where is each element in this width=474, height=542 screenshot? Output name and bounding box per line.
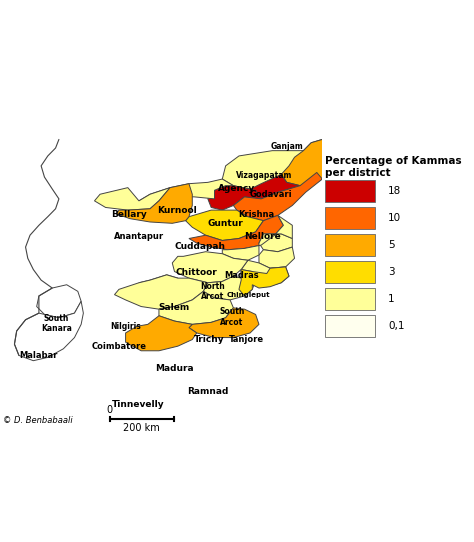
Text: Krishna: Krishna [238, 210, 274, 218]
Bar [326, 207, 375, 229]
Text: 5: 5 [388, 240, 394, 250]
Text: Malabar: Malabar [19, 351, 58, 360]
Text: Tanjore: Tanjore [229, 335, 264, 344]
Text: Godavari: Godavari [249, 190, 292, 199]
Text: Tinnevelly: Tinnevelly [112, 399, 165, 409]
Text: Ganjam: Ganjam [271, 142, 303, 151]
Text: Coimbatore: Coimbatore [92, 341, 147, 351]
Text: Salem: Salem [158, 303, 190, 312]
Polygon shape [222, 151, 317, 192]
Text: 0: 0 [107, 405, 113, 416]
Polygon shape [259, 247, 294, 268]
Polygon shape [115, 275, 208, 309]
Bar [326, 261, 375, 283]
Text: Madras: Madras [224, 271, 259, 280]
Polygon shape [139, 179, 233, 201]
Text: Trichy: Trichy [194, 335, 225, 344]
Polygon shape [36, 285, 81, 318]
Polygon shape [222, 215, 292, 260]
Polygon shape [117, 184, 192, 223]
Polygon shape [189, 308, 259, 338]
Polygon shape [233, 172, 322, 221]
Text: North
Arcot: North Arcot [201, 282, 225, 301]
Text: © D. Benbabaali: © D. Benbabaali [3, 416, 73, 425]
Text: Chittoor: Chittoor [176, 268, 218, 276]
Polygon shape [172, 251, 248, 283]
Polygon shape [303, 135, 389, 175]
Polygon shape [245, 175, 300, 199]
Text: Agency: Agency [219, 184, 255, 193]
Polygon shape [159, 292, 233, 324]
Polygon shape [126, 316, 197, 351]
Text: Guntur: Guntur [208, 219, 244, 228]
Polygon shape [259, 234, 292, 251]
Polygon shape [139, 275, 178, 292]
Bar [326, 315, 375, 337]
Text: Kurnool: Kurnool [157, 207, 197, 215]
Polygon shape [281, 139, 339, 186]
Text: Nellore: Nellore [244, 232, 281, 241]
Text: 0,1: 0,1 [388, 321, 404, 331]
Polygon shape [203, 269, 255, 300]
Text: 18: 18 [388, 186, 401, 196]
Text: South
Arcot: South Arcot [219, 307, 245, 327]
Text: 1: 1 [388, 294, 394, 304]
Polygon shape [239, 267, 289, 296]
Bar [326, 180, 375, 202]
Bar [326, 234, 375, 256]
Text: 200 km: 200 km [123, 423, 160, 433]
Polygon shape [189, 215, 283, 250]
Text: South
Kanara: South Kanara [41, 314, 72, 333]
Text: Percentage of Kammas
per district: Percentage of Kammas per district [326, 156, 462, 178]
Text: Madura: Madura [155, 364, 193, 373]
Text: Cuddapah: Cuddapah [174, 242, 225, 251]
Polygon shape [241, 260, 289, 287]
Text: Nilgiris: Nilgiris [110, 322, 141, 331]
Text: Vizagapatam: Vizagapatam [236, 171, 292, 180]
Text: 3: 3 [388, 267, 394, 277]
Polygon shape [356, 109, 456, 150]
Text: Bellary: Bellary [111, 210, 147, 218]
Text: Anantapur: Anantapur [114, 232, 164, 241]
Text: Chingleput: Chingleput [227, 292, 270, 298]
Text: 10: 10 [388, 213, 401, 223]
Bar [326, 288, 375, 310]
Polygon shape [186, 210, 264, 241]
Polygon shape [94, 188, 170, 210]
Polygon shape [14, 301, 83, 360]
Text: Ramnad: Ramnad [187, 387, 228, 396]
Polygon shape [208, 186, 261, 210]
